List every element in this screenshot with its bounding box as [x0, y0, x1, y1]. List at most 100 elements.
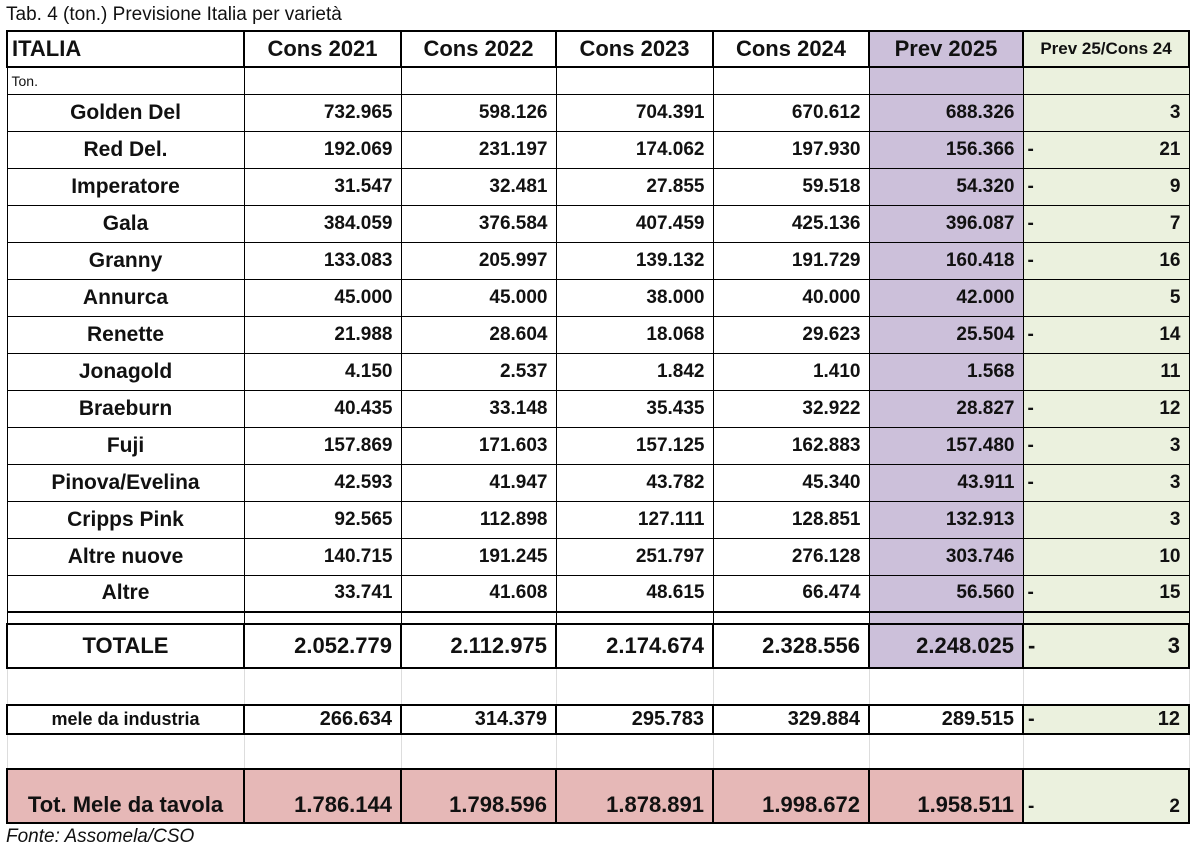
empty-cell: [6, 611, 245, 625]
negative-sign: -: [1027, 138, 1034, 160]
cons-cell: 704.391: [555, 93, 714, 132]
prev-2025-cell: 157.480: [868, 426, 1024, 465]
cons-cell: 92.565: [243, 500, 402, 539]
cons-cell: 314.379: [400, 704, 557, 735]
cons-cell: 1.998.672: [712, 768, 870, 824]
cons-cell: 231.197: [400, 130, 557, 169]
empty-cell: [555, 66, 714, 95]
cons-cell: 133.083: [243, 241, 402, 280]
row-label: Annurca: [6, 278, 245, 317]
empty-cell: [243, 733, 402, 770]
cons-cell: 157.869: [243, 426, 402, 465]
row-label: Red Del.: [6, 130, 245, 169]
negative-sign: -: [1027, 471, 1034, 493]
change-cell: - 14: [1022, 315, 1190, 354]
change-value: 11: [1160, 360, 1181, 382]
change-value: 5: [1169, 286, 1181, 308]
change-value: 2: [1169, 796, 1180, 817]
cons-cell: 45.000: [243, 278, 402, 317]
change-cell: -3: [1022, 623, 1190, 669]
cons-cell: 295.783: [555, 704, 714, 735]
row-label: Fuji: [6, 426, 245, 465]
prev-2025-cell: 396.087: [868, 204, 1024, 243]
row-label: Braeburn: [6, 389, 245, 428]
negative-sign: -: [1027, 212, 1034, 234]
cons-cell: 266.634: [243, 704, 402, 735]
header-italia: ITALIA: [6, 30, 245, 68]
empty-cell: [243, 611, 402, 625]
change-value: 7: [1169, 212, 1181, 234]
header-cons-2023: Cons 2023: [555, 30, 714, 68]
negative-sign: -: [1027, 397, 1034, 419]
cons-cell: 31.547: [243, 167, 402, 206]
empty-cell: [555, 667, 714, 706]
change-value: 12: [1159, 397, 1181, 419]
row-label: Altre: [6, 574, 245, 613]
cons-cell: 29.623: [712, 315, 870, 354]
change-value: 3: [1169, 101, 1181, 123]
cons-cell: 205.997: [400, 241, 557, 280]
prev-2025-cell: 132.913: [868, 500, 1024, 539]
cons-cell: 1.410: [712, 352, 870, 391]
cons-cell: 670.612: [712, 93, 870, 132]
variety-row: Braeburn 40.435 33.148 35.435 32.922 28.827- 1…: [6, 389, 1190, 428]
header-prev-vs-cons: Prev 25/Cons 24: [1022, 30, 1190, 68]
empty-cell: [868, 66, 1024, 95]
cons-cell: 33.148: [400, 389, 557, 428]
cons-cell: 4.150: [243, 352, 402, 391]
empty-cell: [1022, 733, 1190, 770]
cons-cell: 43.782: [555, 463, 714, 502]
cons-cell: 140.715: [243, 537, 402, 576]
variety-row: Gala 384.059 376.584 407.459 425.136 396.087-…: [6, 204, 1190, 243]
variety-row: Cripps Pink 92.565 112.898 127.111 128.851 13…: [6, 500, 1190, 539]
change-value: 16: [1159, 249, 1181, 271]
row-label: Altre nuove: [6, 537, 245, 576]
cons-cell: 425.136: [712, 204, 870, 243]
change-cell: - 21: [1022, 130, 1190, 169]
industry-row: mele da industria 266.634 314.379 295.783 32…: [6, 704, 1190, 735]
row-label: Tot. Mele da tavola: [6, 768, 245, 824]
variety-row: Granny 133.083 205.997 139.132 191.729 160.41…: [6, 241, 1190, 280]
prev-2025-cell: 42.000: [868, 278, 1024, 317]
change-cell: -7: [1022, 204, 1190, 243]
variety-row: Red Del. 192.069 231.197 174.062 197.930 156.…: [6, 130, 1190, 169]
prev-2025-cell: 43.911: [868, 463, 1024, 502]
change-value: 12: [1157, 708, 1180, 730]
prev-2025-cell: 25.504: [868, 315, 1024, 354]
prev-2025-cell: 156.366: [868, 130, 1024, 169]
change-value: 3: [1169, 508, 1181, 530]
cons-cell: 192.069: [243, 130, 402, 169]
header-cons-2022: Cons 2022: [400, 30, 557, 68]
change-value: 3: [1169, 471, 1181, 493]
prev-2025-cell: 28.827: [868, 389, 1024, 428]
cons-cell: 127.111: [555, 500, 714, 539]
variety-row: Altre 33.741 41.608 48.615 66.474 56.560- 15: [6, 574, 1190, 613]
cons-cell: 384.059: [243, 204, 402, 243]
empty-cell: [712, 733, 870, 770]
cons-cell: 2.112.975: [400, 623, 557, 669]
cons-cell: 191.245: [400, 537, 557, 576]
empty-cell: [555, 733, 714, 770]
row-label: Jonagold: [6, 352, 245, 391]
change-value: 15: [1159, 582, 1181, 604]
cons-cell: 28.604: [400, 315, 557, 354]
source-note: Fonte: Assomela/CSO: [6, 826, 195, 847]
negative-sign: -: [1027, 249, 1034, 271]
cons-cell: 251.797: [555, 537, 714, 576]
cons-cell: 32.922: [712, 389, 870, 428]
change-cell: 10: [1022, 537, 1190, 576]
prev-2025-cell: 1.958.511: [868, 768, 1024, 824]
negative-sign: -: [1027, 175, 1034, 197]
change-value: 21: [1159, 138, 1181, 160]
cons-cell: 33.741: [243, 574, 402, 613]
empty-cell: [400, 611, 557, 625]
empty-cell: [400, 66, 557, 95]
change-value: 14: [1159, 323, 1181, 345]
change-cell: 5: [1022, 278, 1190, 317]
cons-cell: 2.328.556: [712, 623, 870, 669]
cons-cell: 376.584: [400, 204, 557, 243]
change-cell: -9: [1022, 167, 1190, 206]
negative-sign: -: [1027, 323, 1034, 345]
variety-row: Imperatore 31.547 32.481 27.855 59.518 54.320…: [6, 167, 1190, 206]
variety-row: Altre nuove 140.715 191.245 251.797 276.128 3…: [6, 537, 1190, 576]
